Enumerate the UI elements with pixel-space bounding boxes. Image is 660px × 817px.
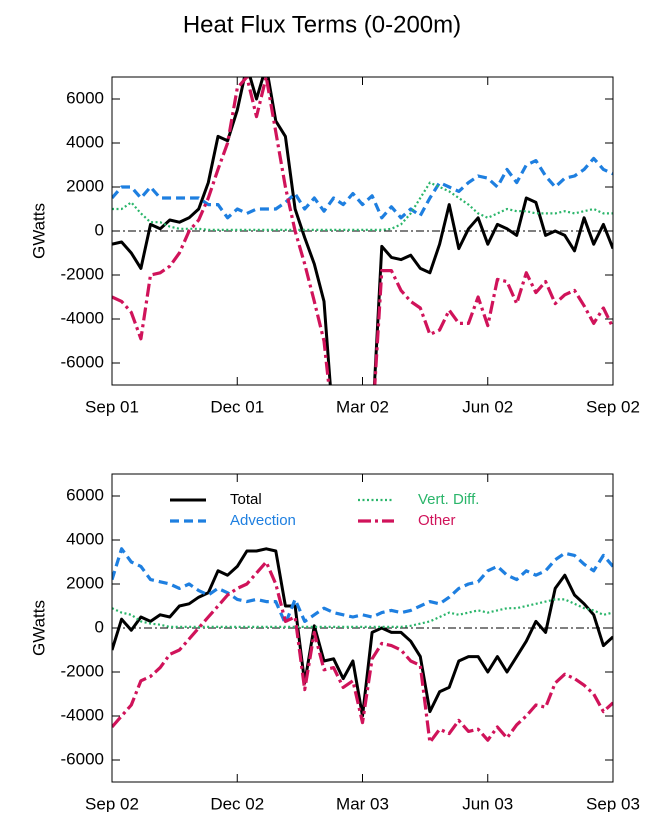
y-tick-label: -4000 [61, 308, 104, 327]
y-tick-label: 2000 [66, 176, 104, 195]
x-tick-label: Jun 03 [462, 794, 513, 812]
plot-frame [111, 473, 614, 783]
x-tick-label: Jun 02 [462, 397, 513, 416]
series-line [112, 181, 613, 231]
series-line [112, 560, 613, 744]
y-tick-label: -2000 [61, 264, 104, 283]
y-tick-label: 6000 [66, 88, 104, 107]
y-tick-label: 4000 [66, 132, 104, 151]
x-tick-label: Mar 03 [336, 794, 389, 812]
y-tick-label: -6000 [61, 749, 104, 768]
series-line [112, 598, 613, 628]
series-line [112, 77, 613, 385]
series-line [112, 547, 613, 626]
x-tick-label: Dec 01 [210, 397, 264, 416]
y-tick-label: -6000 [61, 352, 104, 371]
y-tick-label: 6000 [66, 485, 104, 504]
legend-label: Vert. Diff. [418, 491, 479, 508]
y-tick-label: 2000 [66, 573, 104, 592]
y-axis-label: GWatts [29, 203, 48, 259]
y-tick-label: 0 [95, 617, 104, 636]
chart-title: Heat Flux Terms (0-200m) [183, 11, 461, 38]
plot-area [112, 547, 613, 744]
y-tick-label: -4000 [61, 705, 104, 724]
y-tick-label: -2000 [61, 661, 104, 680]
x-tick-label: Sep 02 [85, 794, 139, 812]
x-tick-label: Sep 01 [85, 397, 139, 416]
x-tick-label: Mar 02 [336, 397, 389, 416]
series-line [112, 77, 613, 385]
x-tick-label: Sep 03 [586, 794, 640, 812]
legend-label: Other [418, 512, 456, 529]
y-tick-label: 4000 [66, 529, 104, 548]
y-axis-label: GWatts [29, 600, 48, 656]
legend-label: Advection [230, 512, 296, 529]
legend-label: Total [230, 491, 262, 508]
y-tick-label: 0 [95, 220, 104, 239]
x-tick-label: Sep 02 [586, 397, 640, 416]
plot-frame [111, 76, 614, 386]
x-tick-label: Dec 02 [210, 794, 264, 812]
series-line [112, 156, 613, 220]
plot-area [112, 77, 613, 385]
